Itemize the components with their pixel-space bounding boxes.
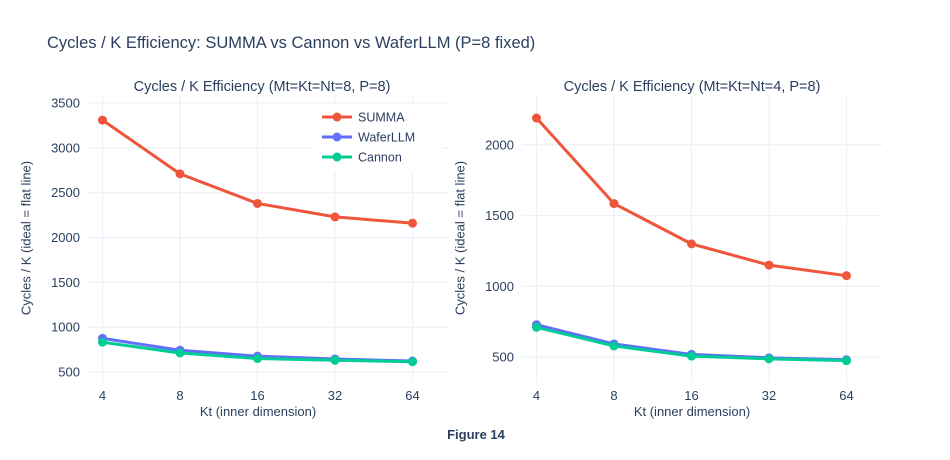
left-chart: 500 1000 1500 2000 2500 3000 3500 4 8 16 32 64 SUMMA… xyxy=(51,95,448,403)
series-summa xyxy=(98,115,417,228)
data-point[interactable] xyxy=(330,355,340,365)
figure-title: Cycles / K Efficiency: SUMMA vs Cannon v… xyxy=(47,34,536,52)
data-point[interactable] xyxy=(408,357,417,367)
data-point[interactable] xyxy=(98,337,107,347)
data-point[interactable] xyxy=(330,212,340,222)
data-point[interactable] xyxy=(532,322,541,332)
right-chart-title: Cycles / K Efficiency (Mt=Kt=Nt=4, P=8) xyxy=(563,79,821,95)
left-chart-title: Cycles / K Efficiency (Mt=Kt=Nt=8, P=8) xyxy=(133,79,391,95)
right-xaxis-title: Kt (inner dimension) xyxy=(633,404,751,419)
x-tick-label: 8 xyxy=(610,388,617,403)
y-tick-label: 1000 xyxy=(485,279,514,294)
data-point[interactable] xyxy=(842,271,851,281)
data-point[interactable] xyxy=(609,341,619,351)
data-point[interactable] xyxy=(175,348,185,358)
x-tick-label: 32 xyxy=(762,388,776,403)
y-tick-label: 2000 xyxy=(51,230,80,245)
data-point[interactable] xyxy=(687,351,696,361)
data-point[interactable] xyxy=(253,198,262,208)
data-point[interactable] xyxy=(842,356,851,366)
x-tick-label: 4 xyxy=(533,388,540,403)
legend-item-cannon[interactable]: Cannon xyxy=(322,151,402,165)
data-point[interactable] xyxy=(687,239,696,249)
legend: SUMMA WaferLLM Cannon xyxy=(312,105,442,171)
x-tick-label: 32 xyxy=(328,388,342,403)
legend-marker xyxy=(332,112,342,122)
right-chart: 500 1000 1500 2000 4 8 16 32 64 xyxy=(485,95,882,403)
y-tick-label: 500 xyxy=(492,349,514,364)
data-point[interactable] xyxy=(175,169,185,179)
right-yaxis-title: Cycles / K (ideal = flat line) xyxy=(452,160,468,316)
y-tick-label: 3000 xyxy=(51,140,80,155)
series-cannon xyxy=(532,322,851,366)
y-tick-label: 2000 xyxy=(485,137,514,152)
y-tick-label: 2500 xyxy=(51,185,80,200)
x-tick-label: 16 xyxy=(250,388,264,403)
legend-label: WaferLLM xyxy=(358,131,415,145)
x-tick-label: 16 xyxy=(684,388,698,403)
legend-marker xyxy=(332,152,342,162)
series-cannon xyxy=(98,337,417,367)
x-tick-label: 8 xyxy=(176,388,183,403)
left-yaxis-title: Cycles / K (ideal = flat line) xyxy=(18,160,34,316)
series-summa xyxy=(532,113,851,281)
legend-label: Cannon xyxy=(358,151,402,165)
data-point[interactable] xyxy=(764,354,774,364)
y-tick-label: 1000 xyxy=(51,320,80,335)
data-point[interactable] xyxy=(98,115,107,125)
data-point[interactable] xyxy=(253,354,262,364)
data-point[interactable] xyxy=(532,113,541,123)
data-point[interactable] xyxy=(764,260,774,270)
x-tick-label: 64 xyxy=(839,388,853,403)
legend-label: SUMMA xyxy=(358,111,405,125)
y-tick-label: 1500 xyxy=(51,275,80,290)
left-xaxis-title: Kt (inner dimension) xyxy=(199,404,317,419)
figure-caption: Figure 14 xyxy=(447,427,505,442)
x-tick-label: 64 xyxy=(405,388,419,403)
x-tick-label: 4 xyxy=(99,388,106,403)
y-tick-label: 500 xyxy=(58,364,80,379)
y-tick-label: 1500 xyxy=(485,208,514,223)
legend-item-summa[interactable]: SUMMA xyxy=(322,111,405,125)
data-point[interactable] xyxy=(408,218,417,228)
legend-item-waferllm[interactable]: WaferLLM xyxy=(322,131,415,145)
y-tick-label: 3500 xyxy=(51,96,80,111)
data-point[interactable] xyxy=(609,199,619,209)
legend-marker xyxy=(332,132,342,142)
